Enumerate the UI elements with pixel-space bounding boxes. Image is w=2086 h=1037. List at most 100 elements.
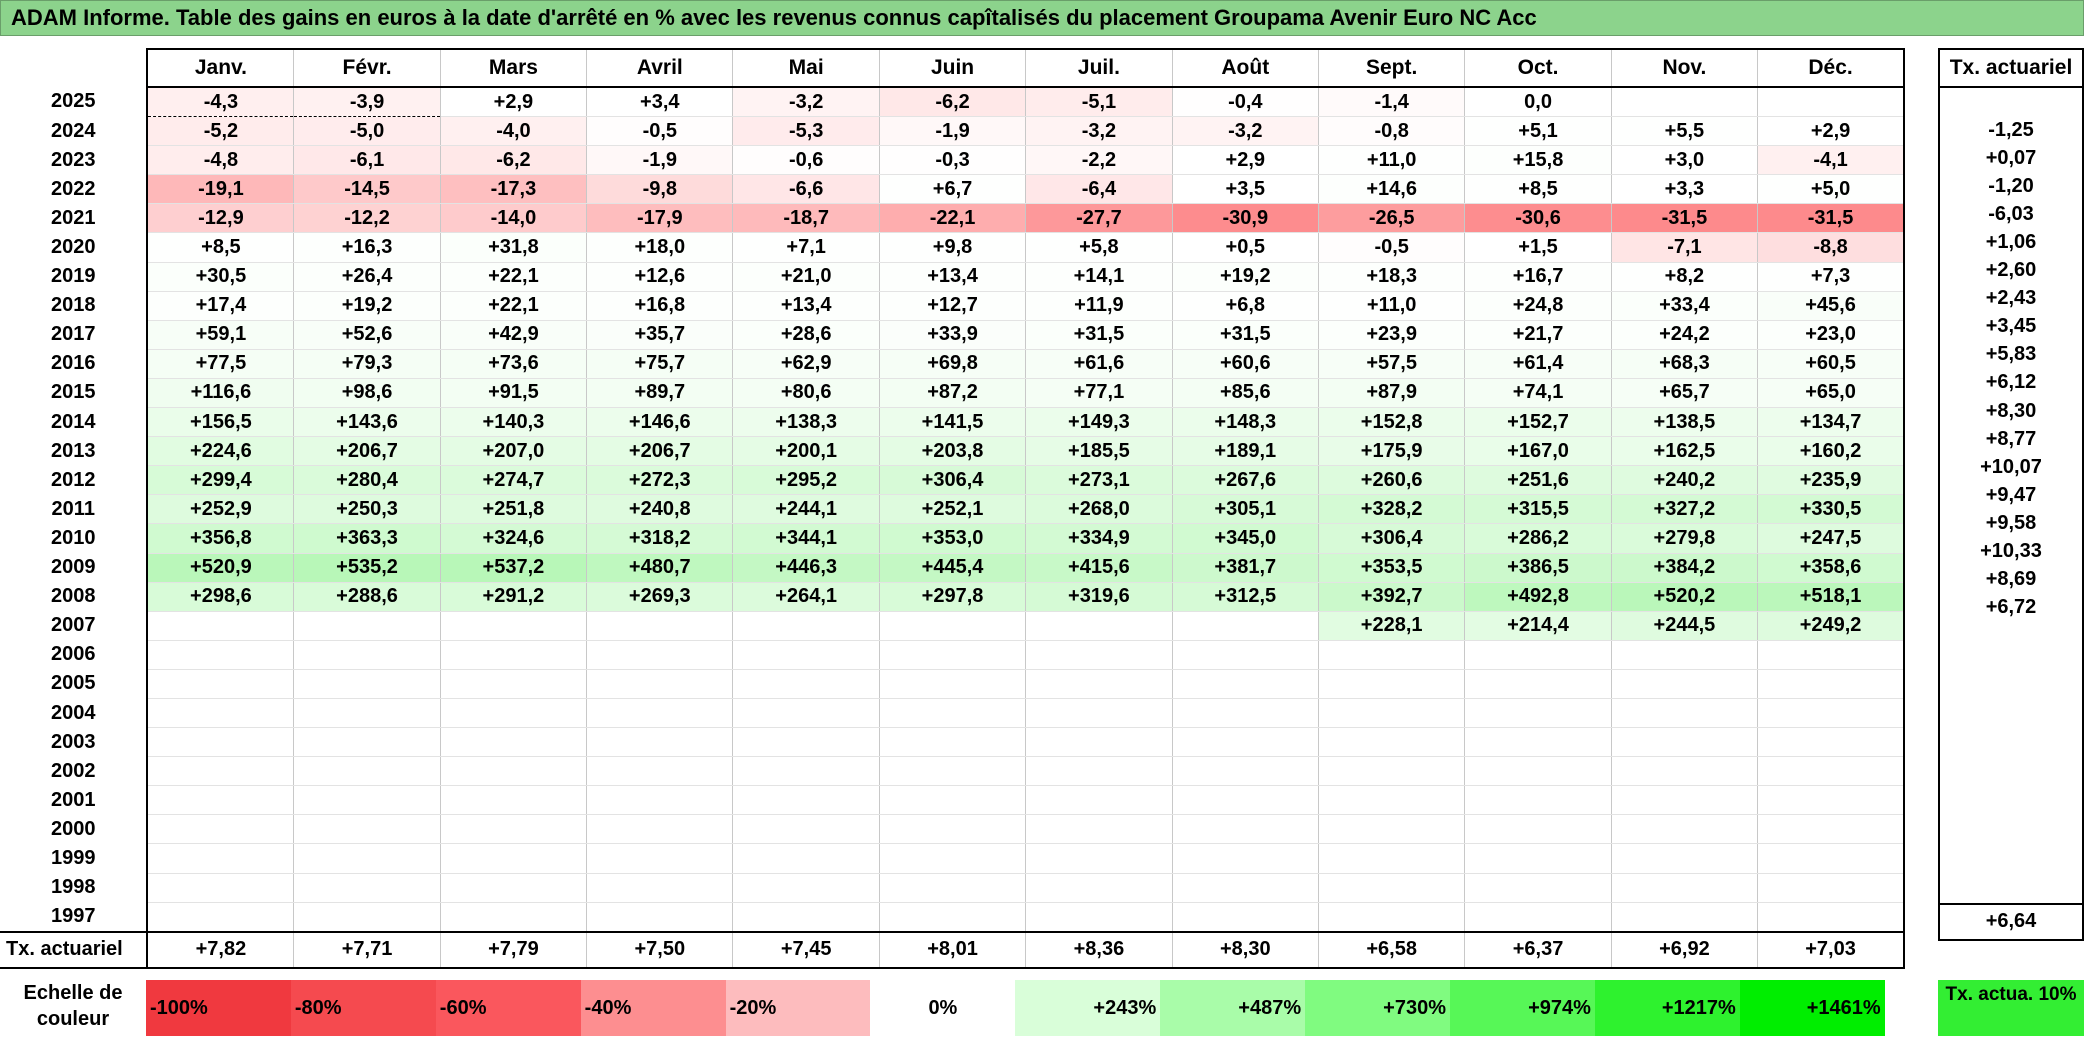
- value-cell: +2,9: [1757, 116, 1906, 147]
- value-cell: [1171, 669, 1319, 699]
- value-cell: [1757, 814, 1906, 845]
- value-cell: +69,8: [878, 349, 1027, 379]
- value-cell: [1610, 785, 1759, 816]
- value-cell: +206,7: [586, 436, 734, 467]
- value-cell: [146, 902, 295, 933]
- value-cell: -4,3: [146, 87, 295, 118]
- value-cell: +91,5: [439, 378, 588, 409]
- value-cell: -0,8: [1317, 116, 1466, 147]
- value-cell: +298,6: [146, 582, 295, 612]
- year-cell: 2002: [0, 756, 149, 786]
- value-cell: +23,9: [1317, 320, 1466, 350]
- year-cell: 2004: [0, 698, 149, 728]
- value-cell: +45,6: [1757, 291, 1906, 321]
- value-cell: [146, 640, 295, 670]
- footer-label: Tx. actuariel: [0, 930, 149, 969]
- value-cell: [1464, 843, 1612, 874]
- tx-value-cell: +5,83: [1938, 340, 2084, 369]
- value-cell: +345,0: [1171, 523, 1319, 554]
- scale-cell: -40%: [580, 980, 726, 1036]
- value-cell: [1464, 727, 1612, 758]
- value-cell: +5,5: [1610, 116, 1759, 147]
- table-row: 1999: [0, 843, 1906, 874]
- value-cell: [1464, 873, 1612, 903]
- value-cell: [1317, 843, 1466, 874]
- value-cell: +18,0: [586, 232, 734, 263]
- value-cell: -0,5: [586, 116, 734, 147]
- table-row: 1998: [0, 873, 1906, 903]
- value-cell: +2,9: [439, 87, 588, 118]
- table-row: 2015 +116,6 +98,6 +91,5 +89,7 +80,6 +87,2 +77,1…: [0, 378, 1906, 409]
- year-cell: 2003: [0, 727, 149, 757]
- value-cell: [1757, 785, 1906, 816]
- value-cell: [1171, 873, 1319, 903]
- value-cell: -5,0: [293, 116, 441, 147]
- value-cell: [878, 698, 1027, 729]
- value-cell: [1171, 756, 1319, 787]
- month-header: Sept.: [1317, 48, 1466, 88]
- value-cell: +312,5: [1171, 582, 1319, 612]
- year-cell: 1998: [0, 873, 149, 903]
- value-cell: +260,6: [1317, 465, 1466, 496]
- value-cell: +392,7: [1317, 582, 1466, 612]
- value-cell: +0,5: [1171, 232, 1319, 263]
- value-cell: -30,6: [1464, 203, 1612, 234]
- value-cell: +18,3: [1317, 262, 1466, 292]
- value-cell: +189,1: [1171, 436, 1319, 467]
- value-cell: -5,2: [146, 116, 295, 147]
- value-cell: +87,2: [878, 378, 1027, 409]
- value-cell: +17,4: [146, 291, 295, 321]
- table-row: 2021 -12,9 -12,2 -14,0 -17,9 -18,7 -22,1 -27,7-…: [0, 203, 1906, 234]
- value-cell: [439, 785, 588, 816]
- tx-value-cell: +8,77: [1938, 425, 2084, 454]
- value-cell: +116,6: [146, 378, 295, 409]
- value-cell: +6,8: [1171, 291, 1319, 321]
- table-row: 2012 +299,4 +280,4 +274,7 +272,3 +295,2 +306,4…: [0, 465, 1906, 496]
- value-cell: [878, 727, 1027, 758]
- year-cell: 2009: [0, 553, 149, 583]
- value-cell: +162,5: [1610, 436, 1759, 467]
- value-cell: +520,9: [146, 553, 295, 583]
- value-cell: -6,2: [878, 87, 1027, 118]
- value-cell: +134,7: [1757, 407, 1906, 438]
- value-cell: [1317, 727, 1466, 758]
- value-cell: -3,2: [1171, 116, 1319, 147]
- value-cell: [293, 611, 441, 641]
- scale-cell: +487%: [1160, 980, 1306, 1036]
- value-cell: +5,0: [1757, 174, 1906, 205]
- value-cell: +252,1: [878, 494, 1027, 525]
- year-cell: 1999: [0, 843, 149, 874]
- value-cell: -1,9: [586, 145, 734, 176]
- tx-value-cell: +9,58: [1938, 509, 2084, 538]
- value-cell: +224,6: [146, 436, 295, 467]
- value-cell: [439, 611, 588, 641]
- footer-value: +7,71: [293, 930, 441, 969]
- table-row: 2013 +224,6 +206,7 +207,0 +206,7 +200,1 +203,8…: [0, 436, 1906, 467]
- value-cell: +33,9: [878, 320, 1027, 350]
- value-cell: [586, 669, 734, 699]
- tx-value-cell: [1938, 762, 2084, 791]
- value-cell: [732, 756, 880, 787]
- value-cell: +175,9: [1317, 436, 1466, 467]
- value-cell: [293, 843, 441, 874]
- tx-value-cell: [1938, 790, 2084, 819]
- value-cell: [1757, 727, 1906, 758]
- page-title: ADAM Informe. Table des gains en euros à…: [0, 0, 2084, 36]
- value-cell: +6,7: [878, 174, 1027, 205]
- value-cell: -0,5: [1317, 232, 1466, 263]
- value-cell: +24,2: [1610, 320, 1759, 350]
- tx-value-cell: +0,07: [1938, 144, 2084, 173]
- value-cell: [146, 727, 295, 758]
- value-cell: -3,2: [1025, 116, 1173, 147]
- year-cell: 2020: [0, 232, 149, 263]
- value-cell: [1317, 756, 1466, 787]
- value-cell: [1464, 698, 1612, 729]
- value-cell: +268,0: [1025, 494, 1173, 525]
- value-cell: +89,7: [586, 378, 734, 409]
- value-cell: [1464, 902, 1612, 933]
- table-row: 2002: [0, 756, 1906, 787]
- scale-cell: -60%: [435, 980, 581, 1036]
- value-cell: [732, 698, 880, 729]
- table-row: 2000: [0, 814, 1906, 845]
- value-cell: +415,6: [1025, 553, 1173, 583]
